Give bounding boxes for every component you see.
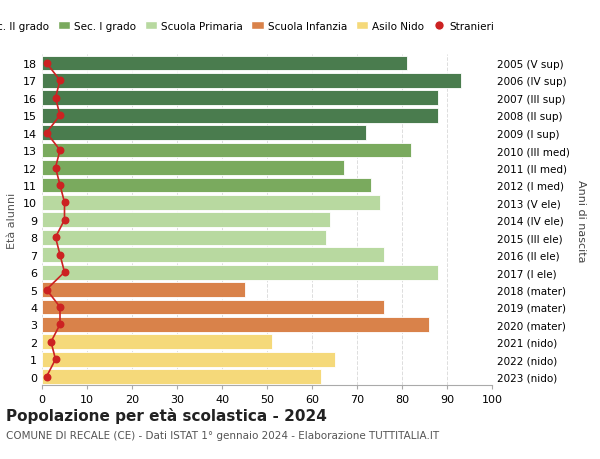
Bar [42,230,326,245]
Bar [42,300,384,315]
Point [55,321,65,328]
Point [55,78,65,85]
Bar [42,161,344,175]
Point [60,217,70,224]
Bar [42,109,438,123]
Y-axis label: Anni di nascita: Anni di nascita [577,179,586,262]
Bar [42,196,380,210]
Bar [42,248,384,263]
Text: Popolazione per età scolastica - 2024: Popolazione per età scolastica - 2024 [6,407,327,423]
Bar [42,317,429,332]
Text: COMUNE DI RECALE (CE) - Dati ISTAT 1° gennaio 2024 - Elaborazione TUTTITALIA.IT: COMUNE DI RECALE (CE) - Dati ISTAT 1° ge… [6,431,439,440]
Point [42,60,52,67]
Point [51,164,61,172]
Point [55,252,65,259]
Point [55,147,65,154]
Bar [42,265,438,280]
Bar [42,282,245,297]
Point [51,234,61,241]
Bar [42,178,371,193]
Y-axis label: Età alunni: Età alunni [7,192,17,248]
Point [60,269,70,276]
Point [42,373,52,381]
Point [60,199,70,207]
Bar [42,335,272,349]
Bar [42,91,438,106]
Bar [42,213,330,228]
Point [51,95,61,102]
Point [51,356,61,363]
Point [55,303,65,311]
Point [42,130,52,137]
Bar [42,126,366,141]
Point [42,286,52,294]
Bar [42,74,461,89]
Bar [42,369,321,384]
Point [55,182,65,189]
Bar [42,56,407,71]
Point [55,112,65,120]
Point [46,338,56,346]
Legend: Sec. II grado, Sec. I grado, Scuola Primaria, Scuola Infanzia, Asilo Nido, Stran: Sec. II grado, Sec. I grado, Scuola Prim… [0,17,499,36]
Bar [42,352,335,367]
Bar [42,143,411,158]
